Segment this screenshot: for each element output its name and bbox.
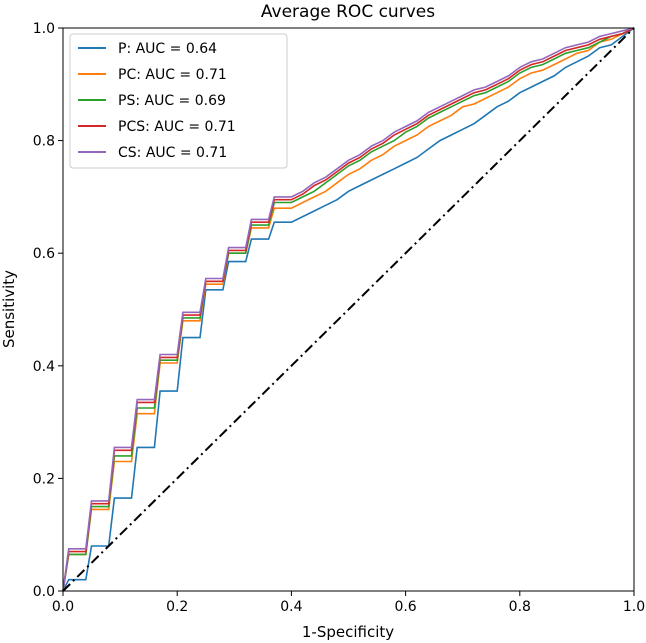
x-axis-label: 1-Specificity xyxy=(302,623,394,641)
roc-curve-5 xyxy=(62,27,635,592)
plot-area xyxy=(62,27,635,592)
y-tick-label: 0.8 xyxy=(33,134,55,150)
legend-label: P: AUC = 0.64 xyxy=(118,41,217,57)
x-tick-label: 0.2 xyxy=(166,599,188,615)
x-tick-label: 0.0 xyxy=(52,599,74,615)
x-tick-label: 0.4 xyxy=(280,599,302,615)
axes-frame xyxy=(62,27,635,592)
x-axis: 0.0 0.2 0.4 0.6 0.8 1.0 xyxy=(52,591,645,615)
legend-label: PS: AUC = 0.69 xyxy=(118,93,226,109)
y-tick-label: 0.4 xyxy=(33,359,55,375)
legend-box xyxy=(69,33,288,169)
legend-label: CS: AUC = 0.71 xyxy=(118,145,227,161)
chart-title: Average ROC curves xyxy=(261,2,435,22)
y-tick-label: 0.2 xyxy=(33,471,55,487)
x-tick-label: 0.8 xyxy=(509,599,531,615)
legend-label: PC: AUC = 0.71 xyxy=(118,67,227,83)
y-axis: 0.0 0.2 0.4 0.6 0.8 1.0 xyxy=(33,21,63,600)
roc-curve-1 xyxy=(62,27,635,592)
legend-label: PCS: AUC = 0.71 xyxy=(118,119,236,135)
y-tick-label: 1.0 xyxy=(33,21,55,37)
x-tick-label: 0.6 xyxy=(394,599,416,615)
y-tick-label: 0.0 xyxy=(33,584,55,600)
y-tick-label: 0.6 xyxy=(33,246,55,262)
chance-line xyxy=(62,27,635,592)
x-tick-label: 1.0 xyxy=(623,599,645,615)
legend: P: AUC = 0.64 PC: AUC = 0.71 PS: AUC = 0.6… xyxy=(69,33,288,169)
y-axis-label: Sensitivity xyxy=(0,270,18,348)
